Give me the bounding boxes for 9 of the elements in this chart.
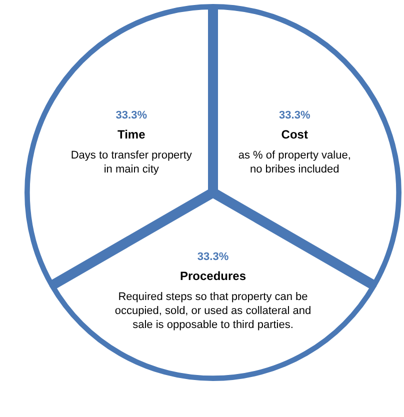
text: Required steps so that property can be occupied, sold, or used as collateral and sale is opposable to third parties. bbox=[114, 290, 312, 331]
data-label: 33.3% bbox=[279, 109, 310, 122]
text: Days to transfer property in main city bbox=[70, 149, 192, 176]
slice-label: Time bbox=[117, 128, 146, 142]
slice-label: Cost bbox=[281, 128, 308, 142]
data-label: 33.3% bbox=[197, 250, 229, 263]
data-label: 33.3% bbox=[116, 109, 148, 122]
slice-label: Procedures bbox=[180, 269, 246, 284]
text: as % of property value, no bribes included bbox=[238, 149, 351, 176]
